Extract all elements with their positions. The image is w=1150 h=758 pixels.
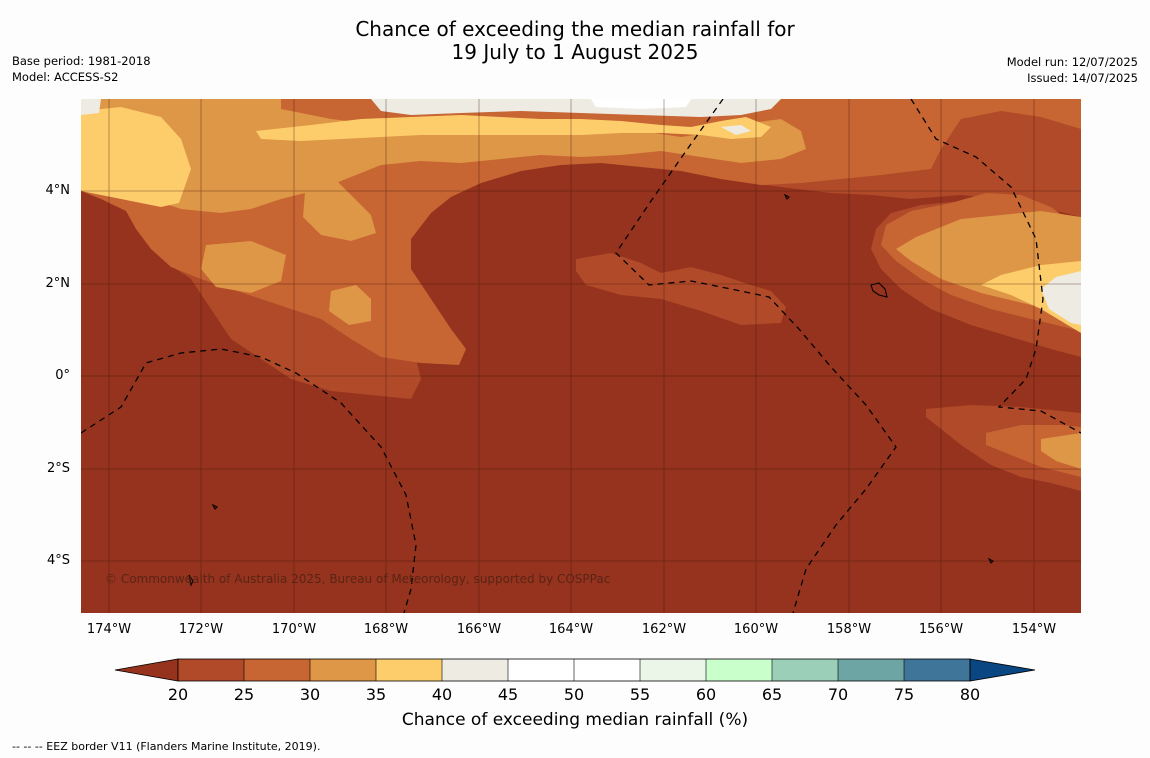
colorbar-lower-arrow: [114, 658, 179, 682]
island-outlines: [188, 193, 994, 587]
colorbar-tick-80: 80: [959, 685, 981, 704]
x-tick-156w: 156°W: [918, 622, 964, 637]
band-30-35-blob-1: [303, 175, 376, 241]
model-text: Model: ACCESS-S2: [12, 70, 119, 84]
band-30-35-southeast-lobe: [1041, 433, 1081, 469]
colorbar-tick-45: 45: [497, 685, 519, 704]
band-35-40-strip: [256, 115, 771, 141]
colorbar-tick-75: 75: [893, 685, 915, 704]
colorbar-tick-55: 55: [629, 685, 651, 704]
colorbar-segment-60-65: [706, 659, 772, 681]
y-tick-2s: 2°S: [46, 461, 70, 476]
map-title: Chance of exceeding the median rainfall …: [0, 18, 1150, 64]
map-canvas: [81, 99, 1081, 613]
band-40-45-small-patch: [721, 125, 751, 135]
x-tick-154w: 154°W: [1011, 622, 1057, 637]
issued-text: Issued: 14/07/2025: [1027, 71, 1138, 85]
x-tick-160w: 160°W: [733, 622, 779, 637]
y-tick-0: 0°: [55, 368, 70, 383]
colorbar-tick-60: 60: [695, 685, 717, 704]
x-tick-168w: 168°W: [363, 622, 409, 637]
island-tiny-south: [987, 557, 994, 564]
band-40-45-northwest: [81, 99, 101, 115]
x-tick-172w: 172°W: [178, 622, 224, 637]
band-35-40-north: [81, 107, 191, 207]
band-20-25-mid-lobe: [576, 253, 786, 325]
title-line-2: 19 July to 1 August 2025: [451, 40, 699, 64]
colorbar-upper-arrow: [969, 658, 1036, 682]
colorbar-tick-35: 35: [365, 685, 387, 704]
eez-borders: [81, 99, 1081, 613]
band-30-35-blob-3: [329, 285, 371, 325]
colorbar-segment-55-60: [640, 659, 706, 681]
colorbar-segment-20-25: [178, 659, 244, 681]
x-tick-174w: 174°W: [86, 622, 132, 637]
colorbar-label: Chance of exceeding median rainfall (%): [401, 710, 749, 730]
island-howland-area: [188, 574, 194, 587]
band-45-55-north: [591, 99, 691, 109]
colorbar-segment-40-45: [442, 659, 508, 681]
colorbar-tick-40: 40: [431, 685, 453, 704]
colorbar-dividers: [243, 659, 905, 681]
copyright-notice: © Commonwealth of Australia 2025, Bureau…: [105, 572, 611, 586]
colorbar-tick-30: 30: [299, 685, 321, 704]
colorbar-segment-75-80: [904, 659, 970, 681]
island-small-north: [783, 193, 790, 200]
island-baker-area: [211, 503, 218, 510]
colorbar-segment-65-70: [772, 659, 838, 681]
x-tick-162w: 162°W: [641, 622, 687, 637]
x-tick-170w: 170°W: [271, 622, 317, 637]
meta-left: Base period: 1981-2018 Model: ACCESS-S2: [12, 53, 151, 85]
island-jarvis-area: [870, 282, 888, 298]
colorbar-segment-25-30: [244, 659, 310, 681]
x-tick-164w: 164°W: [548, 622, 594, 637]
x-tick-166w: 166°W: [456, 622, 502, 637]
colorbar-tick-20: 20: [167, 685, 189, 704]
colorbar-segment-70-75: [838, 659, 904, 681]
y-tick-2n: 2°N: [45, 276, 71, 291]
band-40-45-east: [1041, 271, 1081, 325]
graticule: [81, 99, 1081, 613]
model-run-text: Model run: 12/07/2025: [1006, 55, 1138, 69]
colorbar-tick-25: 25: [233, 685, 255, 704]
meta-right: Model run: 12/07/2025 Issued: 14/07/2025: [1007, 54, 1138, 86]
rainfall-map: [81, 99, 1081, 613]
y-tick-4n: 4°N: [45, 183, 71, 198]
title-line-1: Chance of exceeding the median rainfall …: [355, 17, 795, 41]
eez-legend-note: -- -- -- EEZ border V11 (Flanders Marine…: [12, 740, 321, 753]
colorbar-segment-45-50: [508, 659, 574, 681]
eez-border-line-2: [615, 99, 897, 613]
band-30-35-blob-2: [201, 241, 286, 293]
colorbar-tick-50: 50: [563, 685, 585, 704]
x-tick-158w: 158°W: [826, 622, 872, 637]
eez-border-line-1: [81, 348, 417, 613]
eez-border-line-3: [910, 99, 1081, 434]
y-tick-4s: 4°S: [46, 553, 70, 568]
colorbar: [114, 658, 1036, 682]
band-30-35-north: [81, 99, 806, 213]
colorbar-segment-35-40: [376, 659, 442, 681]
colorbar-tick-65: 65: [761, 685, 783, 704]
colorbar-segment-30-35: [310, 659, 376, 681]
base-period-text: Base period: 1981-2018: [12, 54, 151, 68]
colorbar-segment-50-55: [574, 659, 640, 681]
colorbar-tick-70: 70: [827, 685, 849, 704]
